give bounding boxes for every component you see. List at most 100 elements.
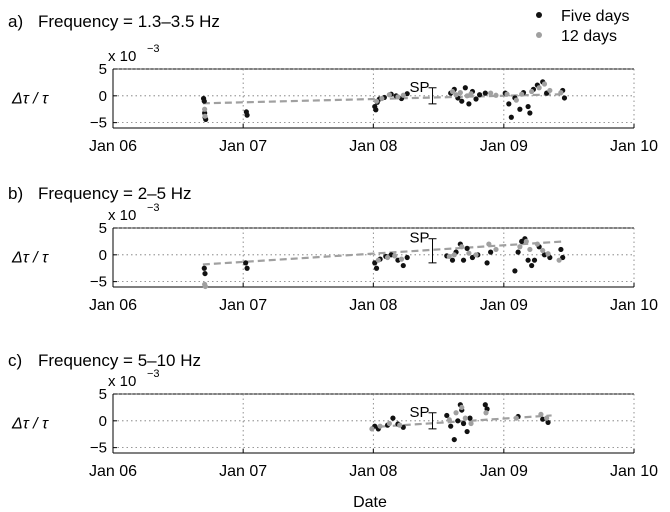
exponent-power: −3: [147, 368, 160, 380]
point-twelve-days: [395, 94, 401, 100]
y-tick-label: 5: [99, 220, 107, 237]
point-five-days: [464, 245, 470, 251]
point-twelve-days: [384, 254, 391, 261]
exponent-label: x 10: [108, 207, 136, 224]
point-twelve-days: [540, 247, 546, 254]
y-axis-label: Δτ / τ: [11, 91, 49, 108]
point-twelve-days: [493, 246, 499, 253]
y-tick-label: −5: [90, 274, 107, 291]
point-five-days: [390, 415, 396, 421]
sp-label: SP: [410, 404, 430, 421]
point-twelve-days: [398, 256, 405, 262]
x-tick-label: Jan 09: [480, 138, 528, 155]
x-tick-label: Jan 06: [89, 463, 137, 480]
legend-label: 12 days: [561, 28, 617, 45]
point-five-days: [482, 402, 488, 408]
point-twelve-days: [558, 90, 564, 96]
point-five-days: [444, 412, 450, 419]
x-tick-label: Jan 08: [349, 138, 397, 155]
legend: Five days 12 days: [536, 8, 629, 45]
trend-line: [370, 414, 552, 429]
point-twelve-days: [459, 244, 465, 250]
point-twelve-days: [453, 92, 459, 98]
point-twelve-days: [493, 92, 499, 98]
point-twelve-days: [386, 92, 392, 98]
panel-title: Frequency = 1.3–3.5 Hz: [38, 12, 220, 31]
point-five-days: [451, 436, 457, 443]
point-five-days: [460, 420, 467, 427]
panel-a: a) Frequency = 1.3–3.5 Hz x 10 −3 5 0 −5 Δτ / τ…: [8, 12, 658, 155]
point-five-days: [506, 101, 512, 107]
panel-b: b) Frequency = 2–5 Hz x 10 −3 5 0 −5 Δτ / τ Jan …: [8, 184, 658, 314]
point-five-days: [460, 257, 467, 263]
point-twelve-days: [377, 423, 383, 429]
y-axis-label: Δτ / τ: [11, 416, 49, 433]
legend-marker: [536, 32, 542, 38]
point-five-days: [455, 418, 461, 424]
point-five-days: [525, 257, 531, 263]
point-twelve-days: [451, 252, 457, 258]
point-twelve-days: [459, 404, 465, 411]
x-tick-label: Jan 07: [219, 138, 267, 155]
point-five-days: [558, 246, 564, 253]
point-five-days: [529, 262, 535, 269]
point-twelve-days: [536, 85, 542, 91]
point-twelve-days: [517, 244, 523, 250]
y-tick-label: −5: [90, 440, 107, 457]
y-tick-label: 0: [99, 247, 107, 264]
exponent-power: −3: [147, 43, 160, 55]
y-tick-label: 0: [99, 413, 107, 430]
sp-label: SP: [410, 230, 430, 247]
x-axis-label: Date: [353, 494, 387, 511]
point-five-days: [525, 103, 531, 110]
point-five-days: [373, 107, 379, 113]
point-twelve-days: [529, 88, 535, 95]
point-five-days: [484, 260, 490, 266]
panel-title: Frequency = 5–10 Hz: [38, 351, 201, 370]
point-twelve-days: [504, 91, 510, 97]
x-tick-label: Jan 08: [349, 297, 397, 314]
point-twelve-days: [523, 238, 529, 245]
x-tick-label: Jan 07: [219, 297, 267, 314]
point-five-days: [462, 85, 468, 91]
point-twelve-days: [446, 253, 452, 260]
point-twelve-days: [386, 420, 392, 427]
exponent-power: −3: [147, 202, 160, 214]
point-twelve-days: [392, 253, 398, 259]
point-five-days: [482, 90, 488, 96]
point-five-days: [243, 260, 249, 266]
point-five-days: [527, 110, 533, 116]
x-tick-label: Jan 06: [89, 297, 137, 314]
point-twelve-days: [369, 426, 375, 432]
panel-title: Frequency = 2–5 Hz: [38, 184, 192, 203]
y-tick-label: −5: [90, 115, 107, 132]
x-tick-label: Jan 10: [610, 463, 658, 480]
point-twelve-days: [545, 251, 551, 257]
legend-label: Five days: [561, 8, 629, 25]
point-twelve-days: [457, 90, 463, 96]
x-tick-label: Jan 10: [610, 138, 658, 155]
point-five-days: [400, 262, 406, 269]
point-twelve-days: [519, 91, 525, 97]
point-twelve-days: [464, 93, 470, 99]
point-five-days: [244, 265, 250, 271]
point-twelve-days: [375, 257, 381, 263]
point-twelve-days: [379, 95, 385, 102]
point-twelve-days: [473, 252, 479, 258]
point-five-days: [560, 254, 566, 261]
panel-c: c) Frequency = 5–10 Hz x 10 −3 5 0 −5 Δτ / τ Jan…: [8, 351, 658, 480]
point-five-days: [473, 96, 479, 102]
point-five-days: [561, 95, 568, 101]
point-five-days: [464, 428, 470, 435]
point-twelve-days: [541, 81, 548, 87]
point-twelve-days: [538, 411, 544, 417]
point-five-days: [449, 257, 456, 263]
point-twelve-days: [449, 88, 456, 95]
point-twelve-days: [556, 257, 562, 263]
point-five-days: [201, 98, 207, 104]
point-twelve-days: [202, 283, 208, 290]
point-five-days: [508, 114, 514, 120]
point-twelve-days: [400, 92, 406, 98]
point-twelve-days: [486, 241, 492, 247]
